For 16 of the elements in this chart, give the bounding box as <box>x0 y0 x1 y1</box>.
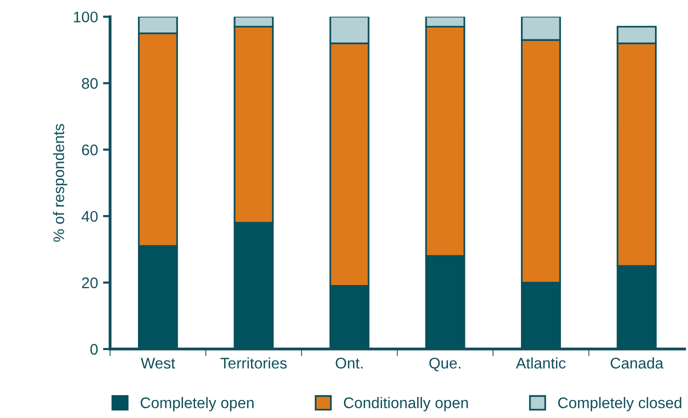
x-tick-label: Territories <box>220 357 287 369</box>
legend-label: Conditionally open <box>344 397 468 412</box>
y-axis-title: % of respondents <box>52 124 68 242</box>
y-tick-label: 60 <box>82 144 98 156</box>
x-tick-label: Canada <box>610 357 664 369</box>
legend-label: Completely open <box>140 397 254 412</box>
x-tick-label: Que. <box>429 358 460 372</box>
x-tick-label: West <box>140 358 176 369</box>
y-tick-label: 40 <box>82 210 98 222</box>
x-tick-label: Ont. <box>336 358 362 369</box>
legend-label: Completely closed <box>558 397 682 412</box>
x-tick-label: Atlantic <box>516 357 566 369</box>
y-tick-label: 0 <box>90 344 98 355</box>
y-tick-label: 100 <box>74 12 98 22</box>
y-tick-label: 20 <box>82 277 98 288</box>
y-tick-label: 80 <box>82 78 98 89</box>
